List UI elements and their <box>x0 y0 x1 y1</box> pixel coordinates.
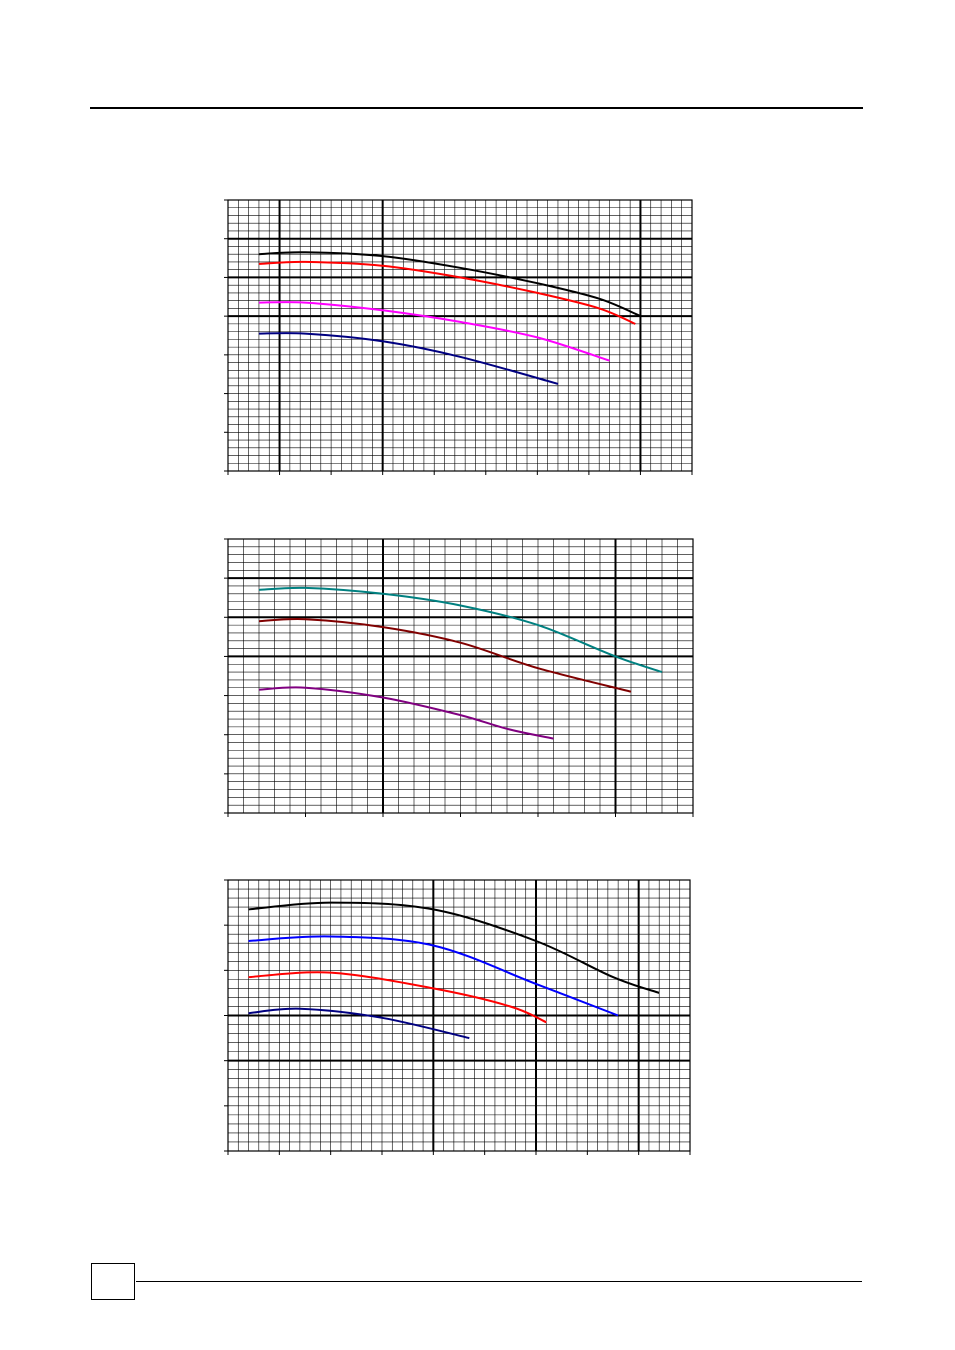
series-line-4 <box>248 1007 470 1040</box>
footer-rule <box>136 1281 862 1282</box>
series-line-3 <box>248 971 547 1024</box>
series-line-2 <box>258 618 632 693</box>
series-line-1 <box>258 251 641 318</box>
series-line-1 <box>258 586 663 674</box>
series-line-1 <box>248 901 660 994</box>
chart-2 <box>224 538 694 817</box>
plot-frame <box>227 879 691 1152</box>
chart-1 <box>224 199 693 475</box>
series-line-4 <box>258 332 559 385</box>
plot-frame <box>227 538 694 814</box>
series-line-3 <box>258 686 554 740</box>
page-number-box <box>91 1263 135 1300</box>
chart-3 <box>224 879 691 1155</box>
plot-frame <box>227 199 693 472</box>
series-line-2 <box>248 935 619 1017</box>
series-line-3 <box>258 301 610 362</box>
header-rule <box>90 107 863 109</box>
series-line-2 <box>258 260 636 325</box>
